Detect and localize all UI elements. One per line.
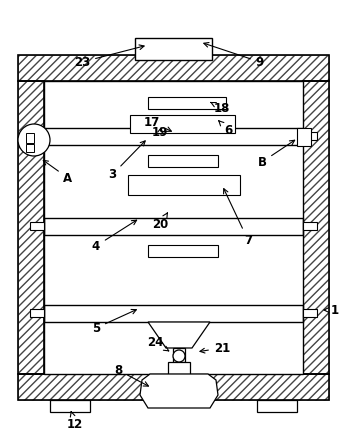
Text: B: B <box>257 140 295 168</box>
Polygon shape <box>140 374 218 408</box>
Bar <box>128 175 240 195</box>
Circle shape <box>18 124 50 156</box>
Bar <box>257 400 297 412</box>
Text: A: A <box>43 160 73 184</box>
Bar <box>130 115 235 133</box>
Bar <box>26 144 34 152</box>
Bar <box>168 362 190 374</box>
Text: 19: 19 <box>152 126 168 139</box>
Text: 4: 4 <box>92 220 137 253</box>
Bar <box>297 128 311 146</box>
Text: 7: 7 <box>223 189 252 247</box>
Bar <box>303 222 317 230</box>
Text: 5: 5 <box>92 309 136 335</box>
Bar <box>148 97 226 109</box>
Bar <box>26 133 34 143</box>
Bar <box>30 222 44 230</box>
Bar <box>44 218 303 235</box>
Bar <box>44 81 303 374</box>
Bar <box>148 245 218 257</box>
Text: 24: 24 <box>147 335 169 351</box>
Bar <box>303 132 317 140</box>
Bar <box>303 81 329 374</box>
Text: 21: 21 <box>200 342 230 355</box>
Bar <box>18 374 329 400</box>
Text: 18: 18 <box>211 102 230 115</box>
Text: 8: 8 <box>114 364 149 386</box>
Bar <box>135 38 212 60</box>
Bar <box>44 305 303 322</box>
Polygon shape <box>148 322 210 348</box>
Text: 20: 20 <box>152 213 168 231</box>
Bar <box>173 348 185 362</box>
Circle shape <box>173 350 185 362</box>
Text: 9: 9 <box>204 43 264 69</box>
Bar <box>303 309 317 317</box>
Bar <box>148 155 218 167</box>
Bar <box>18 55 329 81</box>
Bar <box>30 309 44 317</box>
Text: 17: 17 <box>144 115 171 132</box>
Text: 1: 1 <box>324 303 339 316</box>
Bar <box>44 128 303 145</box>
Text: 3: 3 <box>108 141 145 181</box>
Text: 6: 6 <box>219 121 232 137</box>
Text: 23: 23 <box>74 45 144 69</box>
Bar <box>50 400 90 412</box>
Bar <box>18 81 44 374</box>
Text: 12: 12 <box>67 411 83 431</box>
Bar <box>30 132 44 140</box>
